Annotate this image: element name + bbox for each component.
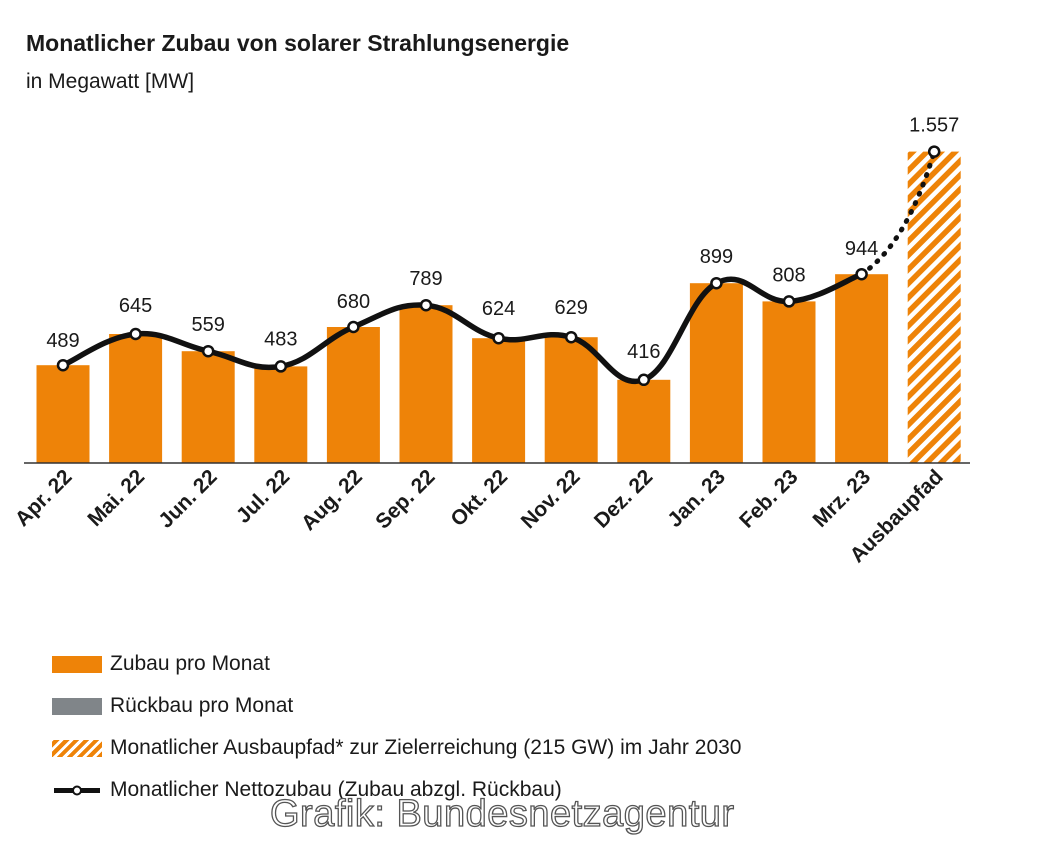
legend-item-1: Zubau pro Monat (52, 643, 741, 685)
net-point-11 (782, 295, 796, 308)
data-label-7: 624 (482, 298, 515, 320)
data-label-6: 789 (409, 268, 442, 290)
data-label-2: 645 (119, 295, 152, 317)
chart-title: Monatlicher Zubau von solarer Strahlungs… (26, 30, 570, 56)
legend: Zubau pro Monat Rückbau pro Monat Monatlic… (52, 643, 741, 811)
bar-10 (689, 283, 743, 463)
data-label-8: 629 (555, 297, 588, 319)
data-label-4: 483 (264, 328, 297, 350)
bar-11 (762, 301, 816, 463)
net-point-2 (129, 327, 142, 341)
x-tick-label-4: Jul. 22 (232, 465, 294, 527)
legend-label: Monatlicher Ausbaupfad* zur Zielerreichu… (110, 736, 742, 759)
legend-item-2: Rückbau pro Monat (52, 685, 741, 727)
data-label-12: 944 (845, 238, 878, 260)
legend-item-4: Monatlicher Nettozubau (Zubau abzgl. Rüc… (52, 769, 741, 811)
net-point-12 (855, 267, 868, 281)
data-label-10: 899 (700, 246, 733, 268)
net-line-projection (859, 149, 937, 277)
x-tick-label-2: Mai. 22 (83, 465, 149, 531)
bar-8 (544, 337, 598, 463)
net-point-7 (492, 331, 505, 345)
data-label-1: 489 (46, 330, 79, 352)
chart-subtitle: in Megawatt [MW] (26, 70, 195, 93)
x-tick-label-1: Apr. 22 (11, 465, 77, 531)
legend-label: Monatlicher Nettozubau (Zubau abzgl. Rüc… (110, 778, 562, 801)
net-point-3 (201, 344, 215, 358)
net-point-9 (637, 373, 651, 387)
x-tick-label-8: Nov. 22 (517, 465, 585, 533)
x-tick-label-6: Sep. 22 (371, 465, 439, 533)
x-tick-label-11: Feb. 23 (735, 465, 802, 532)
x-tick-label-10: Jan. 23 (663, 465, 730, 532)
bar-7 (472, 338, 526, 463)
data-label-13: 1.557 (909, 115, 959, 137)
data-label-11: 808 (772, 264, 805, 286)
legend-swatch-line (52, 782, 102, 799)
net-point-1 (56, 358, 70, 372)
data-label-3: 559 (192, 314, 225, 336)
bar-ausbaupfad (907, 151, 961, 463)
net-point-8 (564, 330, 578, 344)
bar-9 (617, 379, 671, 463)
data-label-9: 416 (627, 341, 660, 363)
legend-item-3: Monatlicher Ausbaupfad* zur Zielerreichu… (52, 727, 741, 769)
bar-2 (109, 334, 163, 463)
data-label-5: 680 (337, 291, 370, 313)
bar-1 (36, 365, 90, 463)
source-credit: Grafik: Bundesnetzagentur (269, 792, 735, 835)
net-point-5 (347, 320, 360, 334)
x-tick-label-12: Mrz. 23 (809, 465, 876, 532)
bar-12 (835, 274, 889, 463)
net-point-6 (419, 298, 433, 312)
x-tick-label-5: Aug. 22 (297, 465, 367, 535)
bar-5 (326, 327, 380, 463)
bar-6 (399, 305, 453, 463)
legend-swatch-orange (52, 655, 102, 673)
net-point-10 (710, 276, 723, 290)
x-tick-label-7: Okt. 22 (446, 465, 512, 531)
bar-3 (181, 351, 235, 463)
legend-swatch-hatch (52, 739, 102, 757)
legend-label: Rückbau pro Monat (110, 694, 294, 717)
legend-swatch-gray (52, 697, 102, 715)
x-tick-label-3: Jun. 22 (154, 465, 221, 532)
chart-plot: 489 645 559 483 680 789 624 629 416 899 808 944 1.55… (11, 115, 970, 567)
bar-4 (254, 366, 308, 463)
net-point-4 (274, 360, 288, 373)
legend-label: Zubau pro Monat (110, 652, 270, 675)
net-point-13 (927, 145, 941, 158)
x-tick-label-9: Dez. 22 (590, 465, 657, 532)
